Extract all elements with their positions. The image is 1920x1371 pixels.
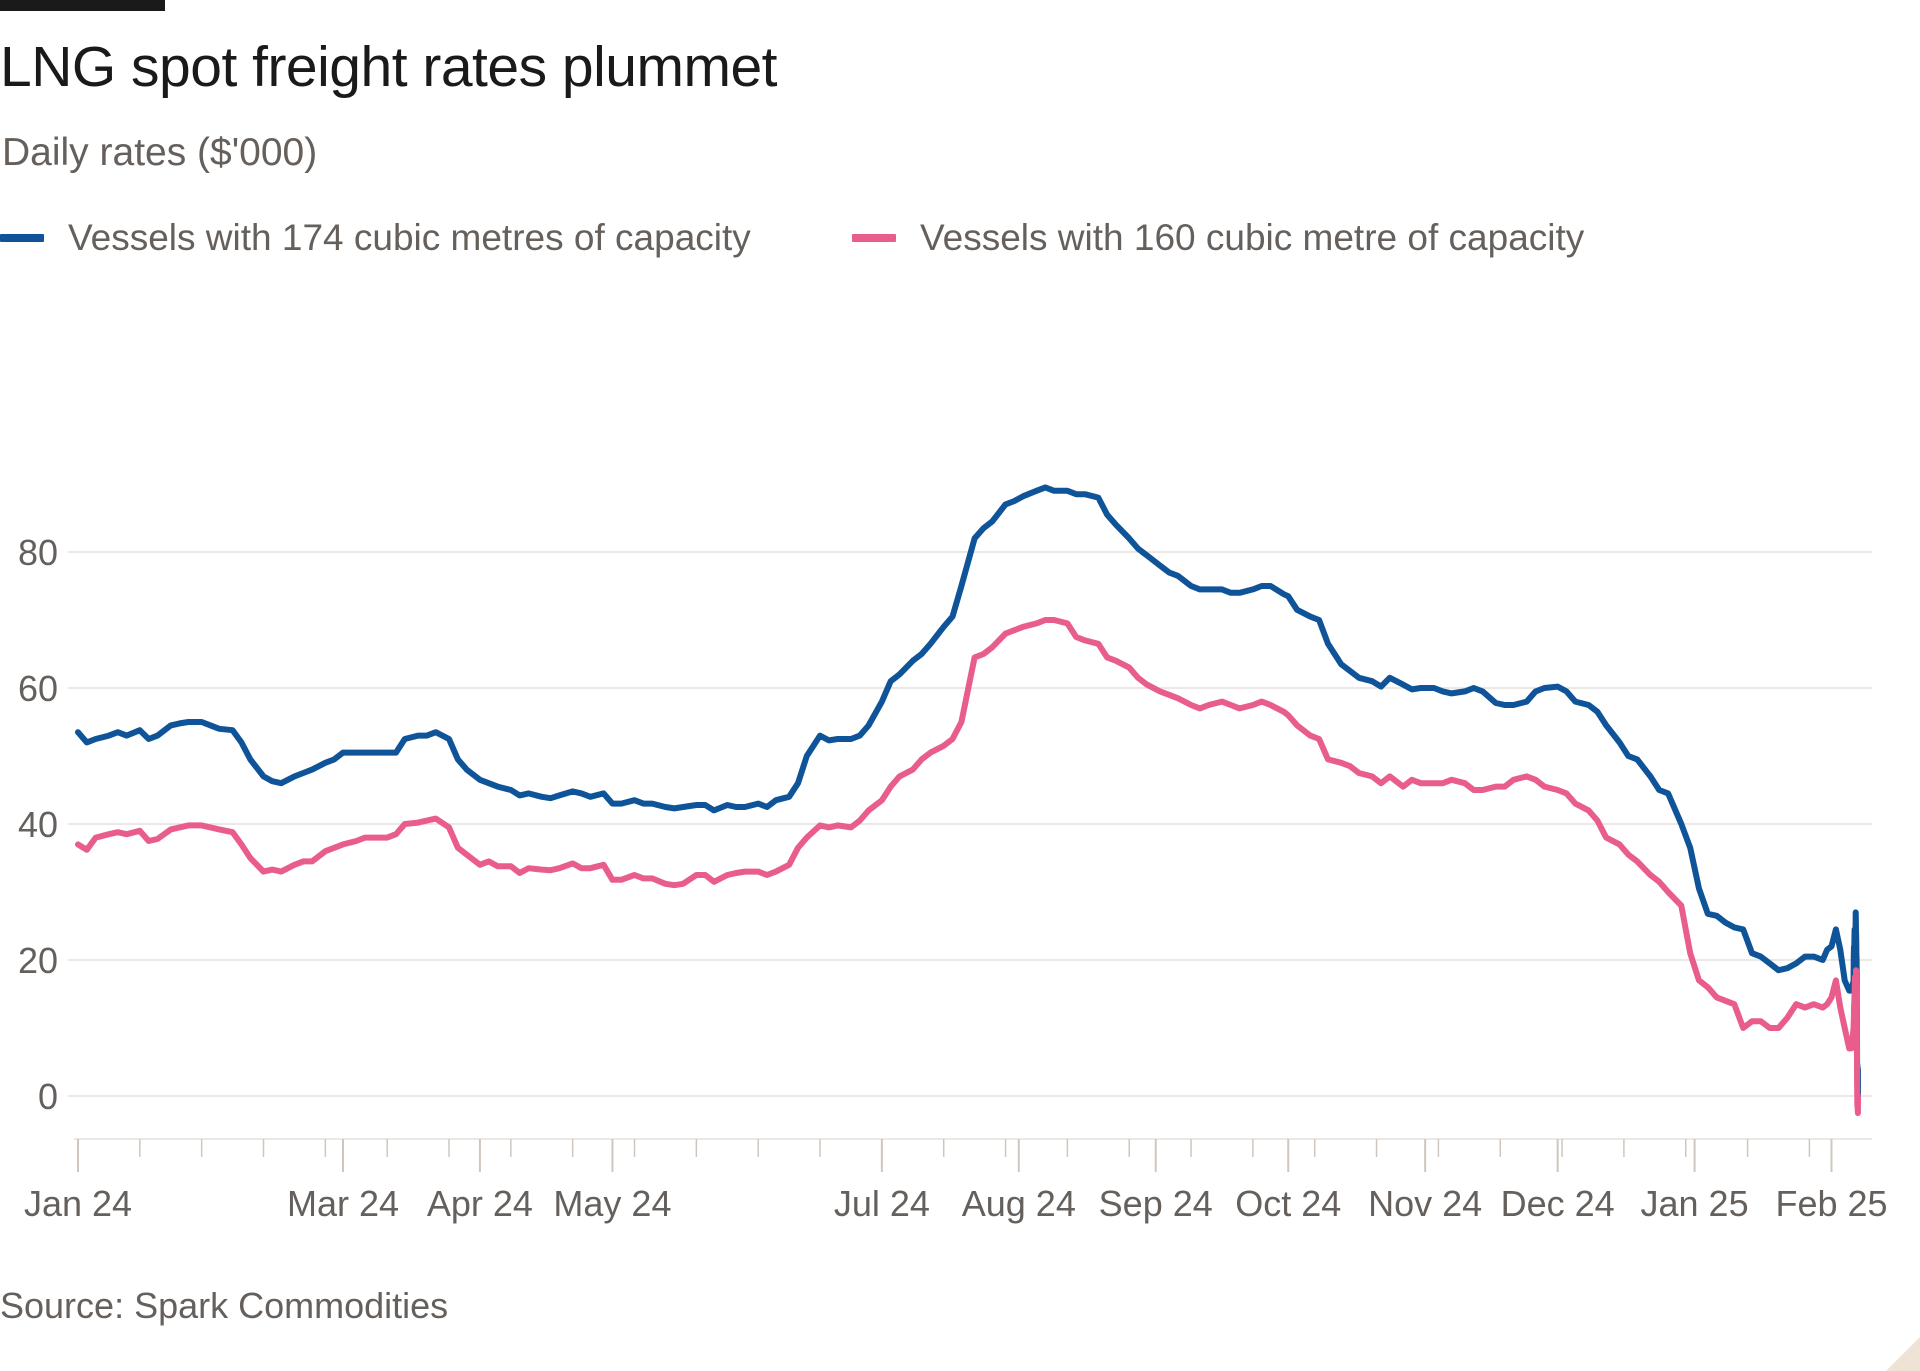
x-tick-label: Jan 25 xyxy=(1641,1183,1749,1224)
legend-swatch-160 xyxy=(852,234,896,242)
chart-title: LNG spot freight rates plummet xyxy=(0,35,778,99)
x-tick-label: Dec 24 xyxy=(1501,1183,1615,1224)
x-tick-label: Apr 24 xyxy=(427,1183,533,1224)
x-tick-label: Jan 24 xyxy=(24,1183,132,1224)
x-tick-label: Jul 24 xyxy=(834,1183,930,1224)
legend-item-160: Vessels with 160 cubic metre of capacity xyxy=(852,216,1584,260)
x-axis: Jan 24 Mar 24 Apr 24 May 24 Jul 24 Aug 24 Sep … xyxy=(24,1138,1888,1224)
legend-label-174: Vessels with 174 cubic metres of capacit… xyxy=(68,217,751,258)
x-tick-label: Oct 24 xyxy=(1235,1183,1341,1224)
top-accent-bar xyxy=(0,0,165,11)
series xyxy=(75,484,1861,1116)
x-tick-label: Mar 24 xyxy=(287,1183,399,1224)
corner-mark xyxy=(1886,1337,1920,1371)
series-line-0 xyxy=(75,484,1861,1099)
legend-label-160: Vessels with 160 cubic metre of capacity xyxy=(920,217,1585,258)
legend-swatch-174 xyxy=(0,234,44,242)
y-tick-label-40: 40 xyxy=(18,804,58,845)
series-line-1 xyxy=(75,617,1861,1116)
y-axis: 0 20 40 60 80 xyxy=(18,532,58,1117)
legend-item-174: Vessels with 174 cubic metres of capacit… xyxy=(0,216,751,260)
x-tick-label: Sep 24 xyxy=(1099,1183,1213,1224)
x-tick-label: Feb 25 xyxy=(1775,1183,1887,1224)
chart-subtitle: Daily rates ($'000) xyxy=(2,131,318,174)
source-note: Source: Spark Commodities xyxy=(0,1285,449,1326)
x-tick-label: Aug 24 xyxy=(962,1183,1076,1224)
x-tick-label: May 24 xyxy=(553,1183,671,1224)
y-tick-label-80: 80 xyxy=(18,532,58,573)
y-tick-label-60: 60 xyxy=(18,668,58,709)
y-tick-label-0: 0 xyxy=(38,1076,58,1117)
y-tick-label-20: 20 xyxy=(18,940,58,981)
x-tick-label: Nov 24 xyxy=(1368,1183,1482,1224)
